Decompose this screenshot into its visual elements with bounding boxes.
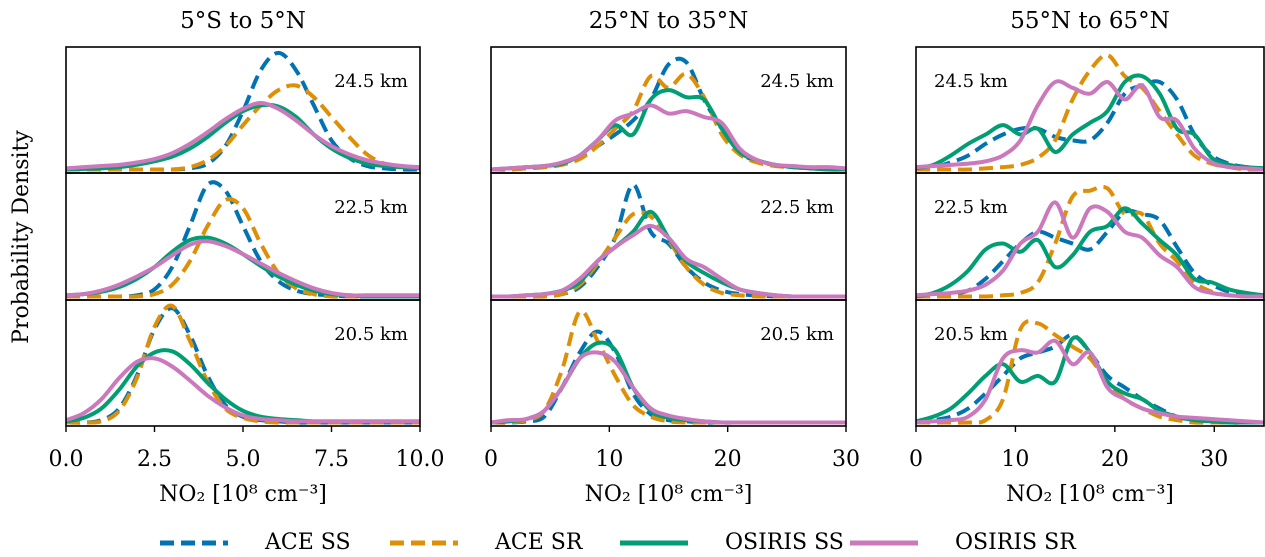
altitude-label: 20.5 km (760, 324, 834, 345)
series-line (491, 71, 846, 172)
series-line (916, 338, 1264, 425)
series-line (491, 209, 846, 299)
legend-item: OSIRIS SR (850, 530, 1077, 555)
panel-frame (65, 172, 421, 301)
legend-label: OSIRIS SS (725, 530, 844, 555)
series-line (491, 329, 846, 425)
legend-label: OSIRIS SR (955, 530, 1077, 555)
panel-frame (915, 299, 1265, 427)
legend-label: ACE SS (264, 530, 351, 555)
x-axis-label: NO₂ [10⁸ cm⁻³] (159, 482, 327, 507)
series-line (916, 319, 1264, 425)
x-tick-label: 20 (714, 447, 742, 472)
altitude-label: 24.5 km (934, 71, 1008, 92)
series-line (491, 103, 846, 172)
x-tick-label: 10 (1001, 447, 1029, 472)
series-line (916, 332, 1264, 425)
x-tick-label: 0 (909, 447, 923, 472)
series-line (916, 184, 1264, 299)
altitude-label: 22.5 km (334, 197, 408, 218)
y-axis-label: Probability Density (9, 130, 34, 344)
series-line (916, 79, 1264, 172)
series-line (491, 350, 846, 425)
x-tick-label: 2.5 (137, 447, 172, 472)
x-tick-label: 0 (484, 447, 498, 472)
legend-item: ACE SS (160, 530, 351, 555)
x-tick-label: 10.0 (396, 447, 445, 472)
x-tick-label: 0.0 (49, 447, 84, 472)
panel-title: 5°S to 5°N (180, 8, 306, 34)
altitude-label: 20.5 km (934, 324, 1008, 345)
legend-item: ACE SR (390, 530, 584, 555)
x-axis-label: NO₂ [10⁸ cm⁻³] (1006, 482, 1174, 507)
panel-frame (490, 299, 847, 427)
panel-frame (65, 299, 421, 427)
series-line (916, 200, 1264, 299)
x-axis-label: NO₂ [10⁸ cm⁻³] (585, 482, 753, 507)
series-line (916, 73, 1264, 171)
altitude-label: 24.5 km (334, 71, 408, 92)
x-tick-label: 30 (1200, 447, 1228, 472)
series-line (491, 56, 846, 172)
series-line (916, 206, 1264, 299)
series-line (66, 235, 420, 299)
panel-title: 25°N to 35°N (589, 8, 749, 34)
altitude-label: 22.5 km (760, 197, 834, 218)
panel-title: 55°N to 65°N (1010, 8, 1170, 34)
altitude-label: 20.5 km (334, 324, 408, 345)
legend-item: OSIRIS SS (620, 530, 844, 555)
series-line (66, 100, 420, 171)
legend-label: ACE SR (494, 530, 584, 555)
x-tick-label: 20 (1101, 447, 1129, 472)
x-tick-label: 30 (832, 447, 860, 472)
altitude-label: 22.5 km (934, 197, 1008, 218)
series-line (491, 210, 846, 299)
x-tick-label: 10 (595, 447, 623, 472)
x-tick-label: 5.0 (226, 447, 261, 472)
series-line (491, 223, 846, 299)
altitude-label: 24.5 km (760, 71, 834, 92)
x-tick-label: 7.5 (314, 447, 349, 472)
series-line (66, 102, 420, 172)
series-line (66, 239, 420, 298)
series-line (491, 88, 846, 172)
series-line (66, 356, 420, 424)
series-line (66, 83, 420, 172)
